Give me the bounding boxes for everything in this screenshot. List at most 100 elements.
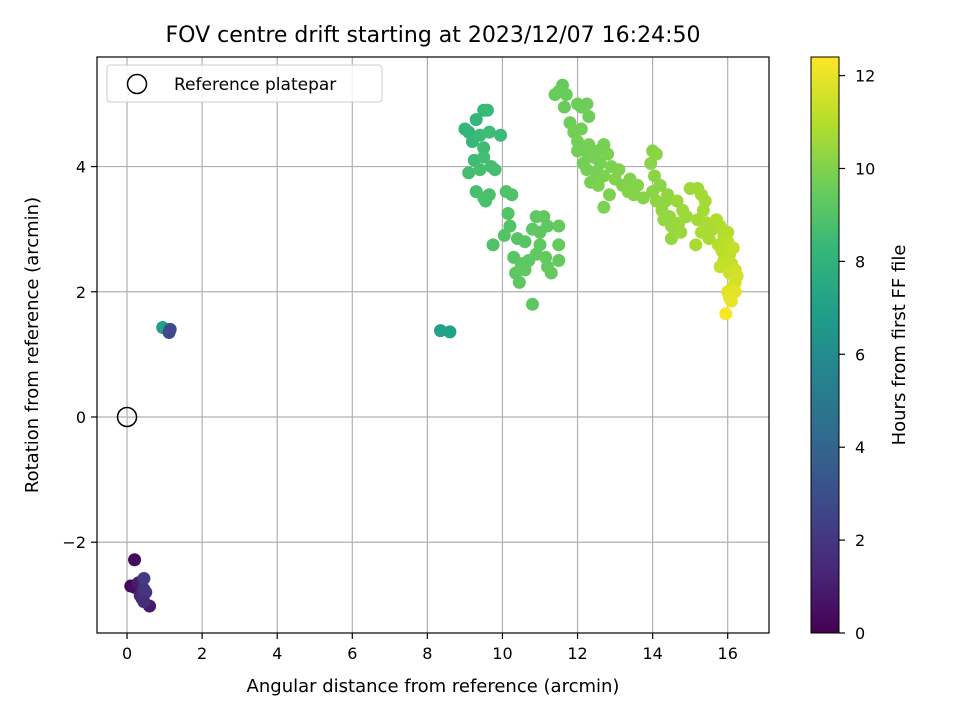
data-point: [128, 553, 142, 567]
data-point: [726, 241, 740, 255]
data-point: [512, 275, 526, 289]
colorbar-tick-label: 10: [855, 159, 875, 178]
colorbar-ticks: 0 2 4 6 8 10 12: [839, 67, 875, 643]
x-tick-label: 6: [347, 644, 357, 663]
data-point: [597, 200, 611, 214]
data-point: [557, 100, 571, 114]
colorbar-frame: [810, 56, 840, 634]
data-point: [657, 213, 671, 227]
reference-platepar-marker: [116, 406, 138, 428]
data-point: [482, 125, 496, 139]
data-point: [571, 135, 585, 149]
y-axis-label: Rotation from reference (arcmin): [22, 197, 43, 493]
data-points: [124, 78, 744, 613]
chart-title: FOV centre drift starting at 2023/12/07 …: [166, 23, 701, 48]
y-axis-ticks: −2 0 2 4: [62, 158, 97, 552]
data-point: [505, 188, 519, 202]
data-point: [696, 203, 710, 217]
colorbar-tick-label: 4: [855, 438, 865, 457]
x-tick-label: 8: [422, 644, 432, 663]
y-tick-label: 2: [76, 283, 86, 302]
data-point: [541, 260, 555, 274]
data-point: [488, 163, 502, 177]
data-point: [162, 325, 176, 339]
y-tick-label: −2: [62, 533, 86, 552]
x-tick-label: 10: [492, 644, 512, 663]
data-point: [552, 253, 566, 267]
y-tick-label: 0: [76, 408, 86, 427]
legend: Reference platepar: [106, 64, 383, 103]
legend-marker-icon: [126, 73, 148, 95]
data-point: [497, 228, 511, 242]
data-point: [649, 194, 663, 208]
data-point: [552, 238, 566, 252]
data-point: [518, 235, 532, 249]
data-point: [473, 163, 487, 177]
x-tick-label: 14: [642, 644, 662, 663]
colorbar-tick-label: 0: [855, 624, 865, 643]
x-tick-label: 4: [272, 644, 282, 663]
colorbar-tick-label: 6: [855, 345, 865, 364]
data-point: [571, 144, 585, 158]
data-point: [636, 191, 650, 205]
data-point: [462, 166, 476, 180]
data-point: [486, 238, 500, 252]
data-point: [730, 269, 744, 283]
data-point: [601, 147, 615, 161]
data-point: [670, 194, 684, 208]
data-point: [559, 88, 573, 102]
data-point: [631, 178, 645, 192]
colorbar-gradient: [811, 57, 839, 633]
data-point: [621, 185, 635, 199]
data-point: [647, 169, 661, 183]
data-point: [649, 147, 663, 161]
data-point: [582, 109, 596, 123]
data-point: [661, 188, 675, 202]
data-point: [602, 188, 616, 202]
grid-lines: [97, 57, 769, 633]
data-point: [477, 141, 491, 155]
x-tick-label: 12: [567, 644, 587, 663]
data-point: [503, 219, 517, 233]
colorbar-label: Hours from first FF file: [889, 245, 910, 446]
x-tick-label: 16: [718, 644, 738, 663]
data-point: [137, 572, 151, 586]
data-point: [477, 150, 491, 164]
colorbar: 0 2 4 6 8 10 12 Hours from first FF file: [810, 56, 910, 643]
data-point: [664, 232, 678, 246]
data-point: [713, 260, 727, 274]
data-point: [593, 156, 607, 170]
data-point: [582, 138, 596, 152]
y-tick-label: 4: [76, 158, 86, 177]
data-point: [689, 238, 703, 252]
data-point: [525, 297, 539, 311]
data-point: [597, 169, 611, 183]
x-tick-label: 2: [197, 644, 207, 663]
plot-frame: [96, 56, 770, 634]
data-point: [518, 263, 532, 277]
data-point: [574, 122, 588, 136]
data-point: [580, 97, 594, 111]
data-point: [591, 178, 605, 192]
data-point: [723, 291, 737, 305]
data-point: [552, 219, 566, 233]
x-axis-ticks: 0 2 4 6 8 10 12 14 16: [122, 633, 738, 663]
data-point: [494, 128, 508, 142]
data-point: [501, 207, 515, 221]
data-point: [137, 595, 151, 609]
data-point: [644, 156, 658, 170]
data-point: [443, 325, 457, 339]
data-point: [469, 113, 483, 127]
data-point: [719, 307, 733, 321]
legend-box: [106, 64, 383, 103]
data-point: [612, 163, 626, 177]
data-point: [721, 225, 735, 239]
colorbar-tick-label: 8: [855, 252, 865, 271]
colorbar-tick-label: 12: [855, 67, 875, 86]
data-point: [480, 103, 494, 117]
data-point: [679, 210, 693, 224]
legend-label: Reference platepar: [174, 75, 336, 95]
colorbar-tick-label: 2: [855, 531, 865, 550]
x-axis-label: Angular distance from reference (arcmin): [247, 676, 620, 697]
